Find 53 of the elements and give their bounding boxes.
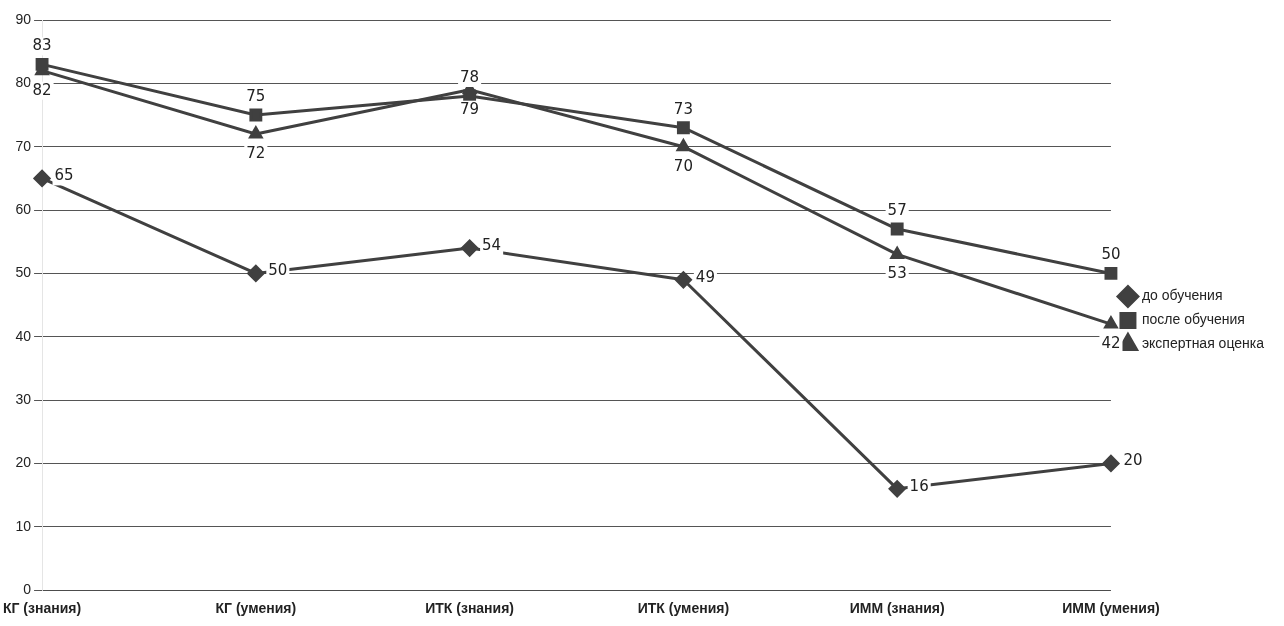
point	[890, 246, 904, 259]
data-label: 20	[1123, 451, 1143, 470]
legend-label: после обучения	[1141, 311, 1245, 328]
data-label: 82	[32, 80, 52, 99]
x-tick-label: ИММ (умения)	[1062, 600, 1160, 617]
y-tick-label: 30	[15, 390, 32, 407]
y-tick-label: 0	[23, 581, 32, 598]
x-tick-label: ИММ (знания)	[849, 600, 945, 617]
legend-label: экспертная оценка	[1141, 335, 1265, 352]
point	[890, 222, 904, 236]
data-label: 16	[909, 476, 929, 495]
x-tick-label: КГ (знания)	[2, 600, 82, 617]
point	[461, 239, 479, 257]
y-tick-label: 40	[15, 327, 32, 344]
point	[463, 89, 477, 103]
y-tick-label: 70	[15, 137, 32, 154]
point	[676, 121, 690, 135]
data-label: 50	[1101, 245, 1121, 264]
data-label: 78	[460, 67, 480, 86]
y-tick-label: 20	[15, 454, 32, 471]
point	[888, 480, 906, 498]
data-label: 70	[673, 156, 693, 175]
data-label: 65	[54, 166, 74, 185]
data-label: 42	[1101, 334, 1121, 352]
point	[35, 57, 49, 71]
data-label: 49	[695, 267, 715, 286]
x-tick-label: ИТК (умения)	[637, 600, 730, 617]
point	[1104, 266, 1118, 280]
x-tick-label: ИТК (знания)	[425, 600, 515, 617]
y-tick-label: 60	[15, 200, 32, 217]
point	[247, 264, 265, 282]
point	[674, 271, 692, 289]
data-label: 75	[246, 86, 266, 105]
point	[676, 139, 691, 152]
point	[1102, 454, 1120, 472]
legend-label: до обучения	[1141, 287, 1223, 304]
data-label: 83	[32, 36, 52, 55]
y-tick-label: 50	[15, 264, 32, 281]
y-tick-label: 10	[15, 517, 32, 534]
data-label: 50	[268, 261, 288, 280]
y-tick-label: 80	[15, 74, 32, 91]
y-tick-label: 90	[15, 10, 32, 27]
x-tick-label: КГ (умения)	[215, 600, 297, 617]
data-label: 57	[887, 200, 907, 219]
data-label: 53	[887, 264, 907, 283]
data-label: 73	[673, 99, 693, 118]
point	[1104, 316, 1118, 329]
data-label: 54	[482, 235, 502, 254]
point	[249, 108, 263, 122]
point	[33, 169, 51, 187]
data-label: 72	[246, 143, 266, 162]
data-label: 79	[460, 99, 480, 118]
point	[249, 126, 263, 139]
